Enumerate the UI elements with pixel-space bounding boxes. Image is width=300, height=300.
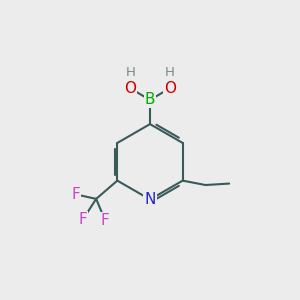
Text: F: F	[100, 213, 109, 228]
Text: F: F	[79, 212, 87, 227]
Text: O: O	[164, 81, 176, 96]
Text: H: H	[164, 66, 174, 80]
Text: N: N	[144, 192, 156, 207]
Text: O: O	[124, 81, 136, 96]
Text: H: H	[126, 66, 136, 80]
Text: F: F	[72, 187, 80, 202]
Text: B: B	[145, 92, 155, 107]
